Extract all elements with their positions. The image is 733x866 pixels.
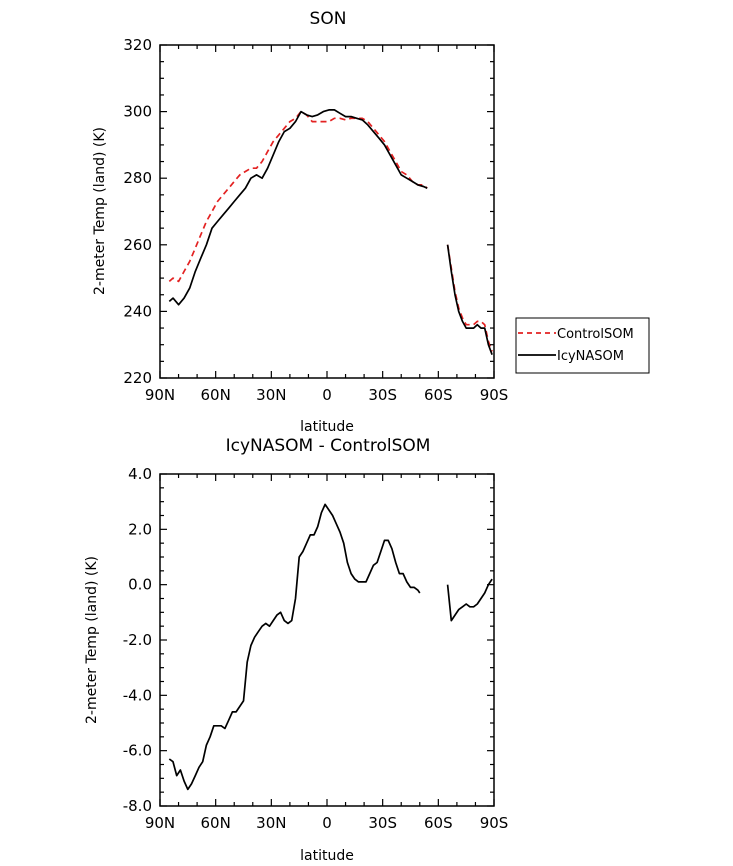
top-y-axis-label: 2-meter Temp (land) (K)	[92, 127, 108, 295]
top-x-axis-label: latitude	[300, 419, 354, 435]
top-plot-frame	[159, 44, 495, 379]
top-series-controlsom-line-1	[446, 244, 493, 352]
bottom-panel: IcyNASOM - ControlSOM 90N 60N 30N 0 30S 60S 90…	[84, 436, 508, 864]
bottom-x-axis-label: latitude	[300, 848, 354, 864]
top-series-icynasom-line-1	[446, 244, 493, 355]
bottom-x-tick-label: 60N	[201, 814, 231, 832]
legend-box	[515, 317, 650, 374]
legend-entry-controlsom: ControlSOM	[557, 327, 634, 342]
legend: ControlSOM IcyNASOM	[515, 317, 650, 374]
bottom-plot-frame	[159, 473, 495, 807]
bottom-y-tick-label: 4.0	[128, 465, 152, 483]
bottom-x-tick-label: 30N	[256, 814, 286, 832]
top-series-controlsom-line-0	[168, 110, 428, 283]
legend-entry-icynasom: IcyNASOM	[557, 349, 624, 364]
top-y-tick-label: 220	[123, 369, 152, 387]
top-y-tick-label: 260	[123, 236, 152, 254]
bottom-y-tick-label: -6.0	[123, 742, 152, 760]
top-x-tick-label: 90S	[480, 386, 509, 404]
top-panel: SON 90N 60N 30N 0 30S 60S 90S 220 240 260 280 300 32…	[92, 9, 650, 435]
bottom-x-tick-label: 0	[322, 814, 332, 832]
bottom-x-tick-label: 90N	[145, 814, 175, 832]
top-x-tick-label: 0	[322, 386, 332, 404]
top-y-tick-label: 280	[123, 169, 152, 187]
bottom-series-difference-line-1	[446, 578, 493, 622]
top-x-tick-label: 30N	[256, 386, 286, 404]
top-chart-title: SON	[310, 9, 347, 29]
bottom-series-difference-line-0	[168, 503, 421, 791]
top-x-tick-label: 30S	[368, 386, 397, 404]
bottom-x-tick-label: 90S	[480, 814, 509, 832]
top-y-tick-label: 300	[123, 103, 152, 121]
top-x-tick-label: 60N	[201, 386, 231, 404]
bottom-y-tick-label: 2.0	[128, 520, 152, 538]
bottom-y-tick-label: -8.0	[123, 797, 152, 815]
bottom-y-tick-label: -4.0	[123, 686, 152, 704]
top-series-icynasom-line-0	[168, 109, 428, 306]
bottom-y-tick-label: -2.0	[123, 631, 152, 649]
top-x-tick-label: 60S	[424, 386, 453, 404]
top-y-tick-label: 240	[123, 302, 152, 320]
bottom-chart-title: IcyNASOM - ControlSOM	[226, 436, 431, 456]
top-y-tick-label: 320	[123, 36, 152, 54]
bottom-x-tick-label: 30S	[368, 814, 397, 832]
bottom-y-tick-label: 0.0	[128, 576, 152, 594]
top-x-tick-label: 90N	[145, 386, 175, 404]
bottom-y-axis-label: 2-meter Temp (land) (K)	[84, 556, 100, 724]
bottom-x-tick-label: 60S	[424, 814, 453, 832]
